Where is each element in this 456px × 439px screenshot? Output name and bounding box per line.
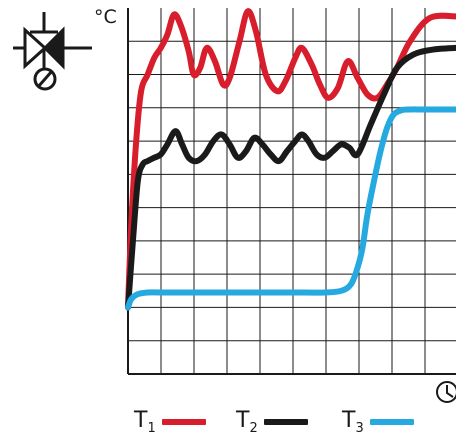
legend-swatch-t1 xyxy=(161,419,206,425)
chart-axes xyxy=(127,8,456,375)
series-line-t3 xyxy=(125,106,456,311)
chart-series-layer xyxy=(125,8,456,311)
legend-swatch-t2 xyxy=(263,419,308,425)
series-line-t2 xyxy=(125,44,456,311)
legend-item-t2: T2 xyxy=(236,408,308,436)
y-axis-unit-label: °C xyxy=(94,6,117,28)
series-line-t1 xyxy=(125,8,456,311)
legend-swatch-t3 xyxy=(369,419,414,425)
legend-label-t3: T3 xyxy=(342,407,364,436)
legend-item-t1: T1 xyxy=(134,408,206,436)
legend-label-t1: T1 xyxy=(134,407,156,436)
legend-item-t3: T3 xyxy=(342,408,414,436)
clock-icon xyxy=(436,381,456,403)
legend-label-t2: T2 xyxy=(236,407,258,436)
valve-icon xyxy=(13,12,92,91)
